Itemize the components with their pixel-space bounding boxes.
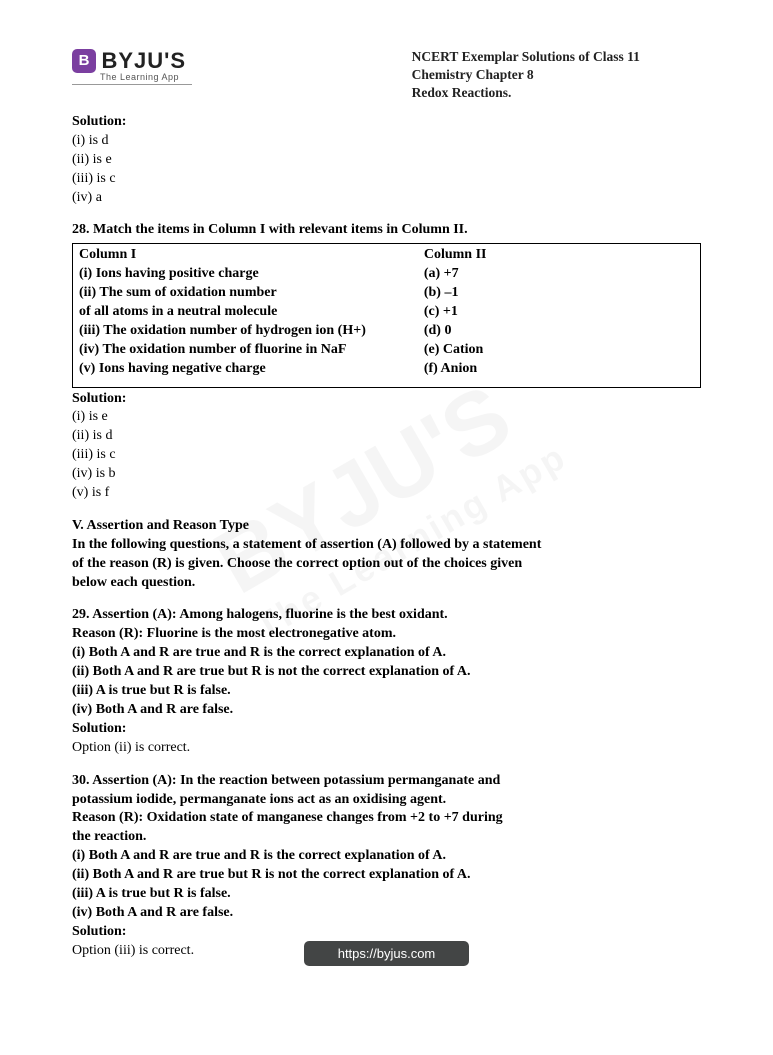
- q28-column1: Column I (i) Ions having positive charge…: [73, 244, 418, 386]
- solution-line: (ii) is e: [72, 151, 701, 170]
- logo-underline: [72, 84, 192, 85]
- solution-line: (i) is e: [72, 408, 701, 427]
- footer: https://byjus.com: [0, 941, 773, 966]
- question-29: 29. Assertion (A): Among halogens, fluor…: [72, 606, 701, 757]
- page-header: B BYJU'S The Learning App NCERT Exemplar…: [72, 48, 701, 87]
- q28-column2: Column II (a) +7 (b) –1 (c) +1 (d) 0 (e)…: [418, 244, 700, 386]
- solution-line: (iv) a: [72, 189, 701, 208]
- q29-reason: Reason (R): Fluorine is the most electro…: [72, 625, 701, 644]
- q30-assertion-l1: 30. Assertion (A): In the reaction betwe…: [72, 772, 701, 791]
- content: Solution: (i) is d (ii) is e (iii) is c …: [72, 113, 701, 961]
- document-title: NCERT Exemplar Solutions of Class 11 Che…: [412, 48, 701, 103]
- q29-option: (ii) Both A and R are true but R is not …: [72, 663, 701, 682]
- solution-line: (iv) is b: [72, 465, 701, 484]
- col1-head: Column I: [79, 246, 412, 265]
- q29-option: (iv) Both A and R are false.: [72, 701, 701, 720]
- question-30: 30. Assertion (A): In the reaction betwe…: [72, 772, 701, 961]
- q30-reason-l2: the reaction.: [72, 828, 701, 847]
- q30-option: (iv) Both A and R are false.: [72, 904, 701, 923]
- logo-glyph-icon: B: [72, 49, 96, 73]
- q28-table: Column I (i) Ions having positive charge…: [72, 243, 701, 387]
- q29-assertion: 29. Assertion (A): Among halogens, fluor…: [72, 606, 701, 625]
- col2-head: Column II: [424, 246, 694, 265]
- col1-item: (i) Ions having positive charge: [79, 265, 412, 284]
- footer-url[interactable]: https://byjus.com: [304, 941, 470, 966]
- col1-item: (iv) The oxidation number of fluorine in…: [79, 341, 412, 360]
- q29-option: (iii) A is true but R is false.: [72, 682, 701, 701]
- col2-item: (d) 0: [424, 322, 694, 341]
- section-v-line: of the reason (R) is given. Choose the c…: [72, 555, 701, 574]
- logo-subtitle: The Learning App: [100, 72, 192, 82]
- page: B BYJU'S The Learning App NCERT Exemplar…: [0, 0, 773, 1055]
- col2-item: (b) –1: [424, 284, 694, 303]
- solution-line: (iii) is c: [72, 170, 701, 189]
- q30-option: (i) Both A and R are true and R is the c…: [72, 847, 701, 866]
- q30-option: (ii) Both A and R are true but R is not …: [72, 866, 701, 885]
- document-title-line2: Redox Reactions.: [412, 84, 701, 102]
- solution-27: Solution: (i) is d (ii) is e (iii) is c …: [72, 113, 701, 207]
- section-v-title: V. Assertion and Reason Type: [72, 517, 701, 536]
- col1-item: (iii) The oxidation number of hydrogen i…: [79, 322, 412, 341]
- logo-text: BYJU'S: [102, 48, 187, 74]
- q28-heading: 28. Match the items in Column I with rel…: [72, 221, 701, 240]
- col1-item: of all atoms in a neutral molecule: [79, 303, 412, 322]
- q29-solution: Option (ii) is correct.: [72, 739, 701, 758]
- q30-assertion-l2: potassium iodide, permanganate ions act …: [72, 791, 701, 810]
- solution-line: (iii) is c: [72, 446, 701, 465]
- col2-item: (e) Cation: [424, 341, 694, 360]
- solution-label: Solution:: [72, 923, 701, 942]
- col2-item: (a) +7: [424, 265, 694, 284]
- section-v-line: below each question.: [72, 574, 701, 593]
- section-v-intro: V. Assertion and Reason Type In the foll…: [72, 517, 701, 593]
- col2-item: (f) Anion: [424, 360, 694, 379]
- solution-line: (ii) is d: [72, 427, 701, 446]
- col1-item: (ii) The sum of oxidation number: [79, 284, 412, 303]
- solution-label: Solution:: [72, 720, 701, 739]
- logo: B BYJU'S The Learning App: [72, 48, 192, 87]
- solution-line: (i) is d: [72, 132, 701, 151]
- section-v-line: In the following questions, a statement …: [72, 536, 701, 555]
- q30-option: (iii) A is true but R is false.: [72, 885, 701, 904]
- solution-line: (v) is f: [72, 484, 701, 503]
- col1-item: (v) Ions having negative charge: [79, 360, 412, 379]
- q30-reason-l1: Reason (R): Oxidation state of manganese…: [72, 809, 701, 828]
- solution-label: Solution:: [72, 390, 701, 409]
- q29-option: (i) Both A and R are true and R is the c…: [72, 644, 701, 663]
- solution-28: Solution: (i) is e (ii) is d (iii) is c …: [72, 390, 701, 503]
- document-title-line1: NCERT Exemplar Solutions of Class 11 Che…: [412, 48, 701, 84]
- solution-label: Solution:: [72, 113, 701, 132]
- col2-item: (c) +1: [424, 303, 694, 322]
